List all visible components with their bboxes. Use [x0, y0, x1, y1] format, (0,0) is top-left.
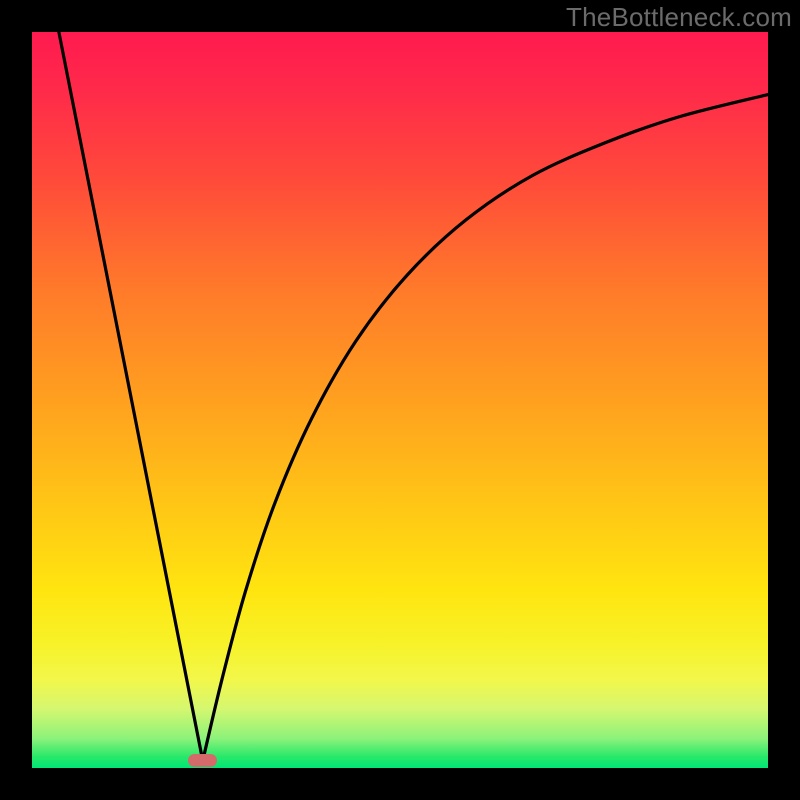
chart-plot-area: [32, 32, 768, 768]
bottleneck-curve: [32, 32, 768, 768]
chart-root: TheBottleneck.com: [0, 0, 800, 800]
site-watermark: TheBottleneck.com: [566, 2, 792, 33]
vertex-marker: [188, 754, 217, 767]
